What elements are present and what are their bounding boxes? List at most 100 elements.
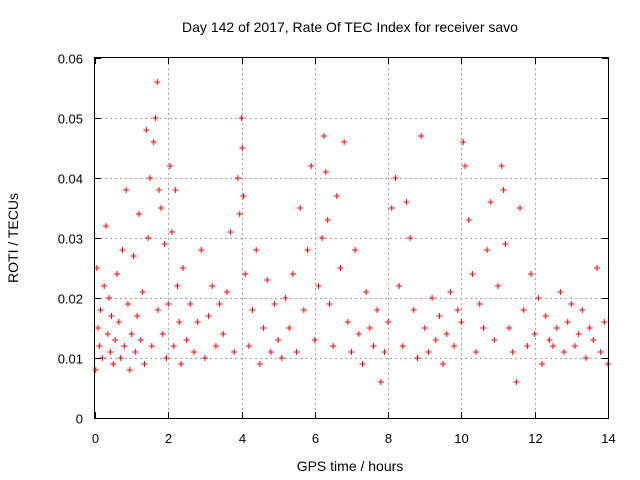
data-point (124, 301, 131, 307)
data-point (183, 337, 190, 343)
data-point (253, 247, 260, 253)
data-point (319, 235, 326, 241)
data-point (245, 343, 252, 349)
data-point (374, 307, 381, 313)
data-point (502, 241, 509, 247)
data-point (187, 301, 194, 307)
data-point (178, 361, 185, 367)
data-point (300, 307, 307, 313)
data-point (330, 343, 337, 349)
data-point (278, 355, 285, 361)
data-point (97, 307, 104, 313)
data-point (572, 343, 579, 349)
data-point (465, 217, 472, 223)
data-point (341, 139, 348, 145)
data-point (256, 361, 263, 367)
data-point (117, 355, 124, 361)
data-point (190, 349, 197, 355)
data-point (487, 199, 494, 205)
data-point (174, 283, 181, 289)
data-point (597, 349, 604, 355)
data-point (370, 343, 377, 349)
data-point (234, 175, 241, 181)
data-point (407, 235, 414, 241)
data-point (460, 139, 467, 145)
y-tick-label: 0.03 (58, 232, 83, 247)
data-point (539, 361, 546, 367)
data-point (94, 325, 101, 331)
data-point (425, 349, 432, 355)
data-point (352, 247, 359, 253)
data-point (495, 283, 502, 289)
data-point (132, 349, 139, 355)
data-point (324, 217, 331, 223)
data-point (205, 313, 212, 319)
data-point (121, 343, 128, 349)
y-tick-label: 0 (76, 412, 83, 427)
data-point (447, 289, 454, 295)
data-point (399, 343, 406, 349)
data-point (451, 343, 458, 349)
data-point (355, 331, 362, 337)
data-point (506, 325, 513, 331)
data-point (139, 289, 146, 295)
data-point (227, 229, 234, 235)
data-point (209, 283, 216, 289)
data-point (429, 295, 436, 301)
data-point (333, 193, 340, 199)
data-point (513, 379, 520, 385)
data-point (110, 361, 117, 367)
data-point (363, 289, 370, 295)
data-point (476, 301, 483, 307)
data-point (348, 349, 355, 355)
data-point (542, 313, 549, 319)
data-point (150, 139, 157, 145)
grid-lines (95, 58, 608, 418)
data-point (231, 349, 238, 355)
plot-frame (94, 57, 609, 419)
x-tick-label: 4 (239, 431, 246, 446)
y-axis-label: ROTI / TECUs (5, 193, 21, 283)
data-point (462, 163, 469, 169)
data-point (105, 295, 112, 301)
data-point (212, 343, 219, 349)
data-point (289, 271, 296, 277)
data-point (223, 289, 230, 295)
data-point (172, 187, 179, 193)
data-point (546, 337, 553, 343)
data-point (126, 367, 133, 373)
data-point (119, 247, 126, 253)
data-point (473, 349, 480, 355)
data-point (96, 343, 103, 349)
data-point (321, 133, 328, 139)
data-point (484, 247, 491, 253)
data-point (216, 301, 223, 307)
data-point (104, 331, 111, 337)
data-point (286, 325, 293, 331)
data-point (498, 163, 505, 169)
data-point (170, 343, 177, 349)
data-point (586, 325, 593, 331)
data-point (381, 349, 388, 355)
y-tick-label: 0.04 (58, 172, 83, 187)
data-point (156, 187, 163, 193)
data-point (92, 367, 99, 373)
data-point (414, 355, 421, 361)
data-point (157, 205, 164, 211)
data-point (590, 337, 597, 343)
data-point (308, 163, 315, 169)
data-point (220, 331, 227, 337)
data-point (194, 319, 201, 325)
data-point (128, 331, 135, 337)
data-point (145, 235, 152, 241)
data-point (575, 331, 582, 337)
y-tick-label: 0.06 (58, 52, 83, 67)
data-point (528, 271, 535, 277)
data-point (107, 349, 114, 355)
data-point (491, 337, 498, 343)
data-point (454, 307, 461, 313)
data-point (112, 337, 119, 343)
data-point (240, 193, 247, 199)
data-point (141, 361, 148, 367)
